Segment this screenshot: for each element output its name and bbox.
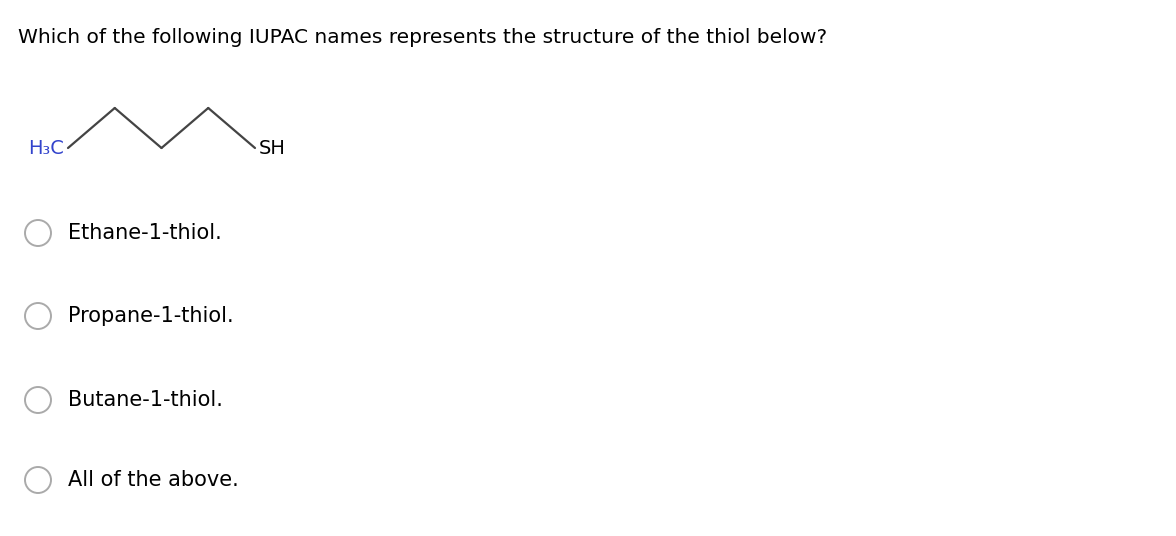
Text: Propane-1-thiol.: Propane-1-thiol. <box>68 306 234 326</box>
Text: Which of the following IUPAC names represents the structure of the thiol below?: Which of the following IUPAC names repre… <box>18 28 827 47</box>
Text: Ethane-1-thiol.: Ethane-1-thiol. <box>68 223 222 243</box>
Text: SH: SH <box>259 138 286 158</box>
Text: H₃C: H₃C <box>28 138 64 158</box>
Text: All of the above.: All of the above. <box>68 470 239 490</box>
Text: Butane-1-thiol.: Butane-1-thiol. <box>68 390 223 410</box>
